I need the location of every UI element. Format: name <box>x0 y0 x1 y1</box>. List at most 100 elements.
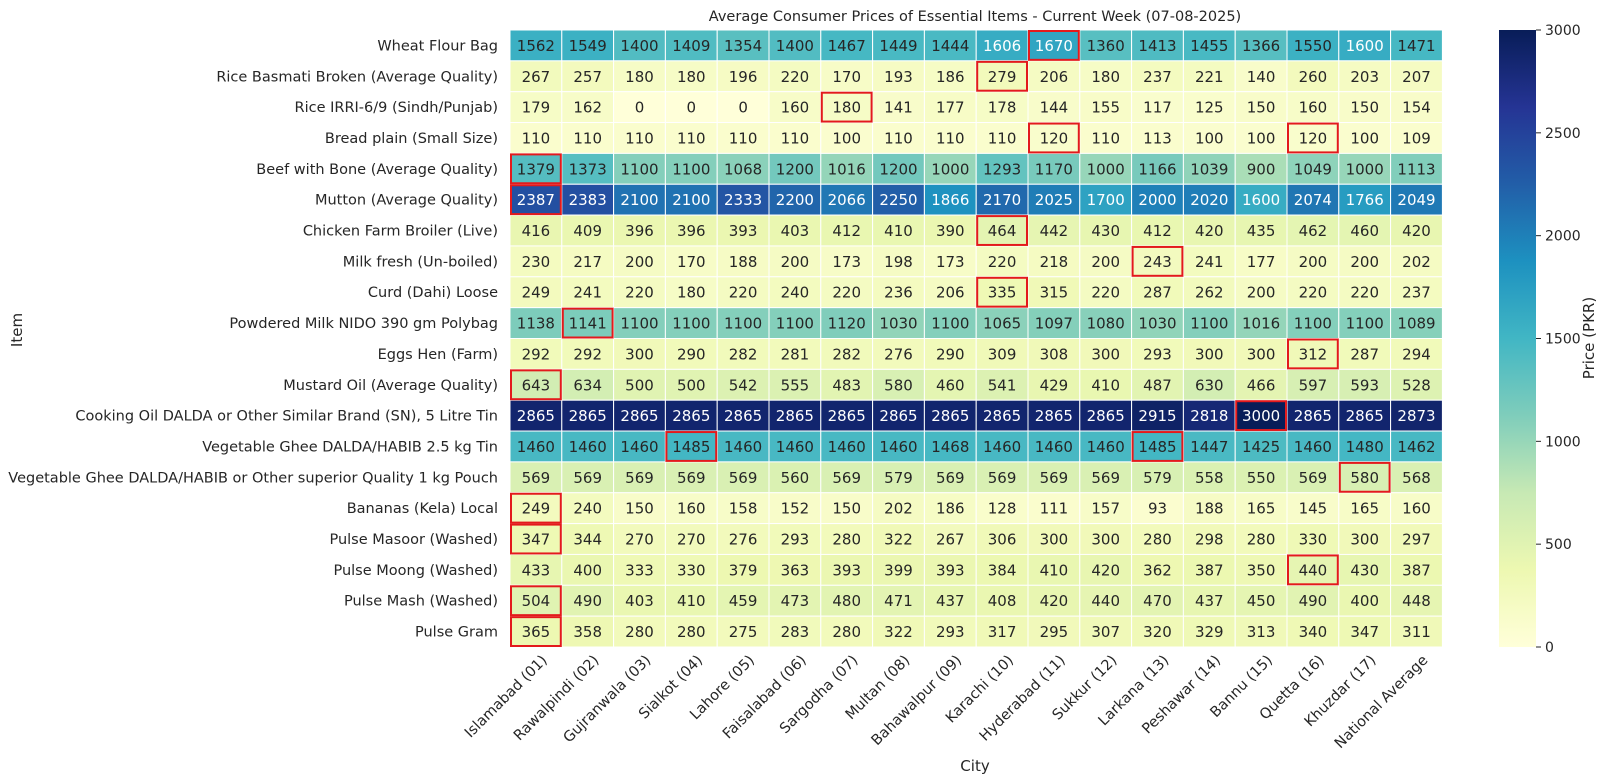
cell-value: 279 <box>988 68 1017 86</box>
cell-value: 312 <box>1299 345 1328 363</box>
cell-value: 1170 <box>1035 160 1073 178</box>
heatmap-cell <box>1390 368 1443 401</box>
heatmap-cell <box>1079 430 1133 463</box>
cell-value: 528 <box>1402 376 1431 394</box>
heatmap-cell <box>613 183 666 216</box>
highlight-box <box>976 215 1029 246</box>
cell-value: 2000 <box>1138 191 1176 209</box>
cell-value: 1460 <box>517 438 555 456</box>
heatmap-cell <box>1182 214 1236 247</box>
heatmap-cell <box>1338 523 1392 555</box>
cell-value: 200 <box>625 253 654 271</box>
heatmap-cell <box>923 523 977 555</box>
heatmap-cell <box>1182 29 1236 62</box>
cell-value: 290 <box>677 345 706 363</box>
heatmap-cell <box>1027 245 1081 278</box>
cell-value: 569 <box>988 469 1017 487</box>
cell-value: 1200 <box>879 160 917 178</box>
cell-value: 569 <box>1040 469 1069 487</box>
cell-value: 240 <box>781 284 810 302</box>
cell-value: 330 <box>677 561 706 579</box>
heatmap-cells: 1562 1549 1400 1409 1354 1400 1467 1449 1444 1606… <box>509 29 1443 648</box>
heatmap-cell <box>872 492 925 525</box>
cell-value: 344 <box>573 531 602 549</box>
heatmap-cell <box>1027 368 1081 401</box>
heatmap-cell <box>1131 214 1184 247</box>
cell-value: 1471 <box>1397 37 1435 55</box>
cell-value: 1460 <box>1035 438 1073 456</box>
heatmap-cell <box>872 276 925 309</box>
cell-value: 358 <box>573 623 602 641</box>
cell-value: 200 <box>1091 253 1120 271</box>
cell-value: 1200 <box>776 160 814 178</box>
heatmap-cell <box>1131 584 1184 617</box>
cell-value: 154 <box>1402 99 1431 117</box>
cell-value: 300 <box>1040 531 1069 549</box>
cell-value: 412 <box>1143 222 1172 240</box>
cell-value: 2066 <box>828 191 866 209</box>
cell-value: 2818 <box>1190 407 1228 425</box>
cell-value: 200 <box>1247 284 1276 302</box>
heatmap-cell <box>1390 307 1443 339</box>
cell-value: 276 <box>729 531 758 549</box>
colorbar-tick-label: 1500 <box>1545 332 1581 348</box>
heatmap-cell <box>1234 492 1288 525</box>
heatmap-cell <box>664 122 718 154</box>
cell-value: 437 <box>936 592 965 610</box>
heatmap-cell <box>1286 214 1340 247</box>
cell-value: 410 <box>1091 376 1120 394</box>
row-label: Rice IRRI-6/9 (Sindh/Punjab) <box>295 100 499 116</box>
cell-value: 1000 <box>1087 160 1125 178</box>
cell-value: 542 <box>729 376 758 394</box>
cell-value: 206 <box>936 284 965 302</box>
heatmap-cell <box>1286 492 1340 525</box>
highlight-boxes <box>510 30 1391 648</box>
heatmap-cell <box>1079 492 1133 525</box>
highlight-box <box>510 523 562 555</box>
heatmap-cell <box>1390 615 1443 648</box>
heatmap-cell <box>1182 91 1236 124</box>
cell-value: 2865 <box>569 407 607 425</box>
cell-value: 298 <box>1195 531 1224 549</box>
cell-value: 281 <box>781 345 810 363</box>
cell-value: 267 <box>522 68 551 86</box>
cell-value: 1100 <box>1346 315 1384 333</box>
cell-value: 237 <box>1402 284 1431 302</box>
cell-value: 162 <box>573 99 602 117</box>
heatmap-cell <box>1286 183 1340 216</box>
cell-value: 307 <box>1091 623 1120 641</box>
cell-value: 100 <box>1350 129 1379 147</box>
cell-value: 1700 <box>1087 191 1125 209</box>
heatmap-cell <box>1338 615 1392 648</box>
cell-value: 300 <box>1247 345 1276 363</box>
heatmap-cell <box>1079 122 1133 154</box>
heatmap-cell <box>664 152 718 185</box>
heatmap-cell <box>923 91 977 124</box>
cell-value: 480 <box>832 592 861 610</box>
heatmap-cell <box>561 523 615 555</box>
heatmap-cell <box>923 307 977 339</box>
cell-value: 365 <box>522 623 551 641</box>
cell-value: 292 <box>573 345 602 363</box>
heatmap-cell <box>1079 461 1133 494</box>
heatmap-cell <box>1131 492 1184 525</box>
heatmap-cell <box>509 461 563 494</box>
cell-value: 593 <box>1350 376 1379 394</box>
cell-value: 280 <box>832 531 861 549</box>
cell-value: 207 <box>1402 68 1431 86</box>
cell-value: 1360 <box>1087 37 1125 55</box>
cell-value: 1373 <box>569 160 607 178</box>
heatmap-cell <box>923 615 977 648</box>
heatmap-cell <box>1027 60 1081 93</box>
heatmap-cell <box>1286 307 1340 339</box>
heatmap-cell <box>820 276 874 309</box>
cell-value: 276 <box>884 345 913 363</box>
heatmap-cell <box>1234 276 1288 309</box>
heatmap-cell <box>1338 183 1392 216</box>
cell-value: 280 <box>625 623 654 641</box>
cell-value: 1100 <box>672 315 710 333</box>
heatmap-cell <box>1390 492 1443 525</box>
cell-value: 416 <box>522 222 551 240</box>
heatmap-cell <box>664 60 718 93</box>
heatmap-cell <box>1027 523 1081 555</box>
